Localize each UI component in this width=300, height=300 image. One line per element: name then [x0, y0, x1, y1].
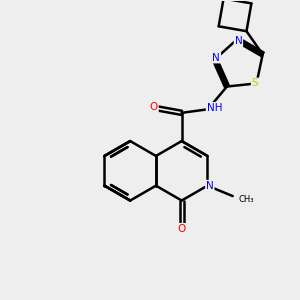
- Text: CH₃: CH₃: [238, 195, 254, 204]
- Text: N: N: [212, 52, 220, 63]
- Text: O: O: [150, 102, 158, 112]
- Text: N: N: [206, 181, 214, 191]
- Text: S: S: [252, 78, 258, 88]
- Text: NH: NH: [207, 103, 222, 113]
- Text: N: N: [235, 36, 242, 46]
- Text: O: O: [178, 224, 186, 234]
